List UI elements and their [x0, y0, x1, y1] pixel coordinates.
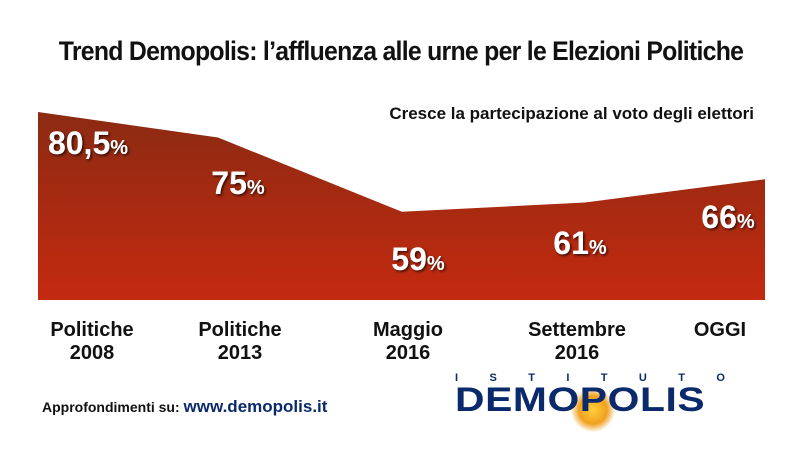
logo-tagline-letter: S — [489, 372, 497, 384]
chart-title: Trend Demopolis: l’affluenza alle urne p… — [58, 36, 744, 66]
footer: Approfondimenti su: www.demopolis.it — [42, 397, 327, 417]
data-label: 59% — [391, 241, 445, 277]
logo-tagline-letter: U — [638, 372, 647, 384]
data-label: 75% — [211, 165, 265, 201]
data-label: 80,5% — [48, 125, 128, 161]
logo-tagline-letter: T — [528, 372, 535, 384]
footer-label: Approfondimenti su: — [42, 399, 180, 415]
logo-tagline-letter: T — [600, 372, 608, 384]
logo-sun-glow — [571, 388, 615, 432]
chart-subtitle: Cresce la partecipazione al voto degli e… — [389, 104, 754, 123]
x-tick-label: Settembre — [528, 319, 626, 341]
data-label: 66% — [701, 199, 755, 235]
x-tick-label: Politiche — [50, 319, 133, 341]
data-label: 61% — [553, 225, 607, 261]
x-tick-label: 2016 — [555, 342, 600, 364]
logo-tagline-letter: O — [716, 372, 725, 384]
x-tick-label: OGGI — [694, 319, 746, 341]
logo-tagline-letter: I — [566, 372, 570, 384]
logo-tagline-letter: I — [455, 372, 459, 384]
logo-wordmark: DEMOPOLIS — [455, 381, 706, 419]
demopolis-logo: I S T I T U T O DEMOPOLIS — [455, 372, 725, 432]
x-tick-label: 2016 — [386, 342, 431, 364]
x-tick-label: Politiche — [198, 319, 281, 341]
logo-tagline-letter: T — [678, 372, 685, 384]
x-tick-label: 2008 — [70, 342, 115, 364]
x-tick-label: Maggio — [373, 319, 443, 341]
footer-url-link[interactable]: www.demopolis.it — [183, 397, 328, 416]
turnout-area — [38, 112, 765, 300]
x-tick-label: 2013 — [218, 342, 263, 364]
